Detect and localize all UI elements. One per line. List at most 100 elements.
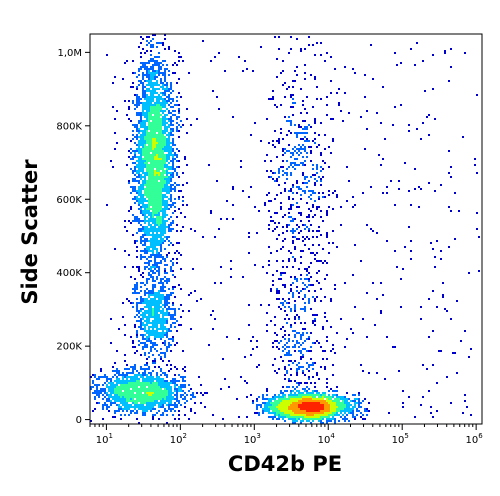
event-dot xyxy=(362,400,364,402)
event-dot xyxy=(170,180,172,182)
event-dot xyxy=(318,196,320,198)
event-dot xyxy=(150,404,152,406)
event-dot xyxy=(146,330,148,332)
event-dot xyxy=(298,188,300,190)
event-dot xyxy=(140,114,142,116)
event-dot xyxy=(300,396,302,398)
event-dot xyxy=(302,132,304,134)
event-dot xyxy=(164,146,166,148)
event-dot xyxy=(160,134,162,136)
event-dot xyxy=(326,386,328,388)
event-dot xyxy=(214,282,216,284)
event-dot xyxy=(362,414,364,416)
event-dot xyxy=(346,410,348,412)
event-dot xyxy=(144,408,146,410)
event-dot xyxy=(136,148,138,150)
event-dot xyxy=(272,418,274,420)
event-dot xyxy=(128,300,130,302)
event-dot xyxy=(160,178,162,180)
event-dot xyxy=(168,154,170,156)
event-dot xyxy=(276,402,278,404)
event-dot xyxy=(156,156,158,158)
event-dot xyxy=(152,136,154,138)
event-dot xyxy=(146,288,148,290)
event-dot xyxy=(304,396,306,398)
event-dot xyxy=(150,376,152,378)
event-dot xyxy=(102,388,104,390)
event-dot xyxy=(298,126,300,128)
event-dot xyxy=(204,406,206,408)
event-dot xyxy=(150,388,152,390)
event-dot xyxy=(296,290,298,292)
event-dot xyxy=(310,150,312,152)
event-dot xyxy=(142,134,144,136)
event-dot xyxy=(162,258,164,260)
event-dot xyxy=(228,386,230,388)
event-dot xyxy=(386,336,388,338)
event-dot xyxy=(172,292,174,294)
event-dot xyxy=(166,298,168,300)
event-dot xyxy=(376,372,378,374)
event-dot xyxy=(172,264,174,266)
event-dot xyxy=(138,128,140,130)
event-dot xyxy=(162,122,164,124)
event-dot xyxy=(150,66,152,68)
event-dot xyxy=(166,238,168,240)
event-dot xyxy=(136,88,138,90)
event-dot xyxy=(144,62,146,64)
event-dot xyxy=(304,390,306,392)
event-dot xyxy=(150,384,152,386)
event-dot xyxy=(450,210,452,212)
event-dot xyxy=(144,136,146,138)
event-dot xyxy=(132,378,134,380)
event-dot xyxy=(142,166,144,168)
event-dot xyxy=(298,392,300,394)
event-dot xyxy=(340,406,342,408)
event-dot xyxy=(166,294,168,296)
event-dot xyxy=(154,332,156,334)
event-dot xyxy=(320,394,322,396)
event-dot xyxy=(170,350,172,352)
event-dot xyxy=(188,384,190,386)
event-dot xyxy=(138,320,140,322)
event-dot xyxy=(302,400,304,402)
event-dot xyxy=(124,408,126,410)
event-dot xyxy=(152,184,154,186)
event-dot xyxy=(344,92,346,94)
event-dot xyxy=(98,384,100,386)
event-dot xyxy=(398,370,400,372)
event-dot xyxy=(278,290,280,292)
event-dot xyxy=(168,90,170,92)
event-dot xyxy=(310,408,312,410)
event-dot xyxy=(136,320,138,322)
event-dot xyxy=(152,206,154,208)
event-dot xyxy=(396,64,398,66)
event-dot xyxy=(342,410,344,412)
event-dot xyxy=(162,320,164,322)
event-dot xyxy=(318,408,320,410)
event-dot xyxy=(124,220,126,222)
event-dot xyxy=(150,254,152,256)
event-dot xyxy=(156,214,158,216)
event-dot xyxy=(136,266,138,268)
event-dot xyxy=(306,412,308,414)
event-dot xyxy=(132,340,134,342)
event-dot xyxy=(160,328,162,330)
event-dot xyxy=(164,226,166,228)
event-dot xyxy=(94,396,96,398)
event-dot xyxy=(172,172,174,174)
event-dot xyxy=(120,390,122,392)
event-dot xyxy=(106,378,108,380)
event-dot xyxy=(152,376,154,378)
event-dot xyxy=(172,162,174,164)
event-dot xyxy=(282,226,284,228)
event-dot xyxy=(292,98,294,100)
event-dot xyxy=(286,266,288,268)
event-dot xyxy=(152,404,154,406)
event-dot xyxy=(286,400,288,402)
event-dot xyxy=(342,404,344,406)
event-dot xyxy=(164,210,166,212)
event-dot xyxy=(292,220,294,222)
event-dot xyxy=(108,398,110,400)
event-dot xyxy=(172,392,174,394)
